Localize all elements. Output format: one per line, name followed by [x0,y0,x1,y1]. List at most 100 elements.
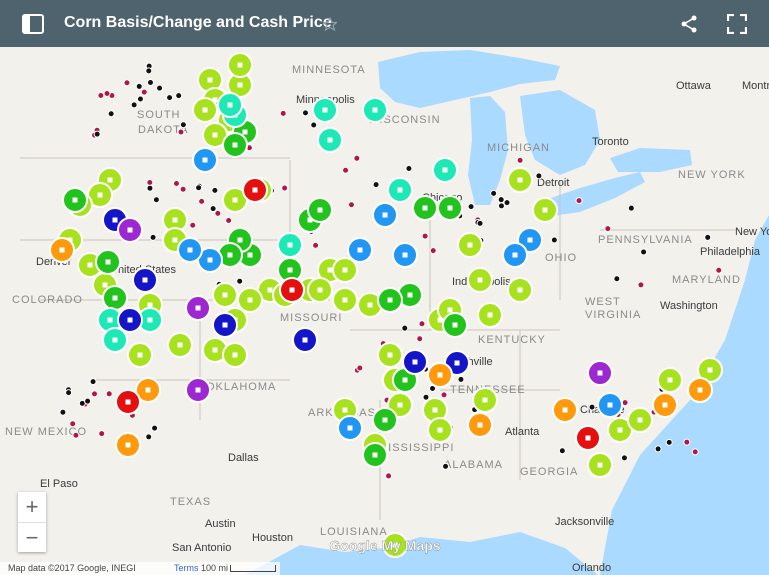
marker-center [87,262,93,268]
marker-center [302,337,308,343]
zoom-out[interactable]: − [25,525,39,550]
location-dot [440,391,448,399]
share-icon[interactable] [680,15,698,33]
location-dot [356,364,364,372]
marker-center [367,302,373,308]
location-dot [588,403,596,411]
marker-center [59,247,65,253]
location-dot [620,454,628,462]
state-label: ALABAMA [444,459,503,471]
star-icon[interactable] [323,17,337,31]
location-dot [105,390,113,398]
marker-center [667,377,673,383]
location-dot [405,165,413,173]
location-dot [146,78,154,86]
marker-center [542,207,548,213]
marker-center [125,399,131,405]
state-label: NEW MEXICO [5,426,87,438]
scale-bar [230,565,276,572]
location-dot [214,209,222,217]
location-dot [353,154,361,162]
marker-center [267,287,273,293]
location-dot [69,420,77,428]
state-label: MISSISSIPPI [378,442,454,454]
marker-center [342,267,348,273]
marker-center [289,287,295,293]
zoom-control: + − [18,492,46,552]
marker-center [697,387,703,393]
marker-center [392,542,398,548]
marker-center [477,277,483,283]
location-dot [372,181,380,189]
location-dot [236,277,244,285]
location-dot [89,378,97,386]
marker-center [195,387,201,393]
marker-center [347,425,353,431]
state-label: MISSOURI [280,312,342,324]
location-dot [97,92,105,100]
location-dot [65,389,73,397]
zoom-in[interactable]: + [18,492,46,523]
location-dot [457,375,465,383]
marker-center [147,317,153,323]
marker-center [562,407,568,413]
location-dot [401,324,409,332]
location-dot [421,232,429,240]
terms-link[interactable]: Terms [174,563,199,573]
marker-center [232,142,238,148]
location-dot [476,219,484,227]
location-dot [152,196,160,204]
city-label: Detroit [537,177,569,189]
marker-center [247,252,253,258]
state-label: DAKOTA [138,124,188,136]
marker-center [442,167,448,173]
marker-center [195,305,201,311]
marker-center [105,259,111,265]
marker-center [317,287,323,293]
marker-center [147,302,153,308]
menu-icon[interactable] [22,14,44,34]
marker-center [202,107,208,113]
marker-center [227,252,233,258]
city-label: El Paso [40,478,78,490]
header: Corn Basis/Change and Cash Price [0,0,769,47]
marker-center [127,317,133,323]
state-label: VIRGINIA [585,309,641,321]
state-label: OKLAHOMA [206,381,276,393]
location-dot [418,320,426,328]
location-dot [179,121,187,129]
marker-center [172,217,178,223]
marker-center [517,177,523,183]
state-label: MARYLAND [672,274,741,286]
location-dot [503,199,511,207]
state-label: OHIO [545,252,577,264]
marker-center [247,297,253,303]
marker-center [137,352,143,358]
marker-center [187,247,193,253]
marker-center [125,442,131,448]
water [245,50,769,575]
marker-center [342,297,348,303]
marker-center [437,427,443,433]
location-dot [558,447,566,455]
location-dot [135,82,143,90]
marker-center [517,287,523,293]
location-dot [310,121,318,129]
marker-center [467,242,473,248]
marker-center [372,107,378,113]
marker-center [102,282,108,288]
fullscreen-icon[interactable] [727,14,747,34]
location-dot [637,281,645,289]
marker-center [637,417,643,423]
location-dot [613,275,621,283]
location-dot [195,184,203,192]
marker-center [237,62,243,68]
marker-center [662,402,668,408]
location-dot [665,438,673,446]
location-dot [279,109,287,117]
marker-center [452,322,458,328]
state-label: COLORADO [12,294,83,306]
state-label: WEST [585,296,621,308]
marker-center [232,197,238,203]
location-dot [72,431,80,439]
